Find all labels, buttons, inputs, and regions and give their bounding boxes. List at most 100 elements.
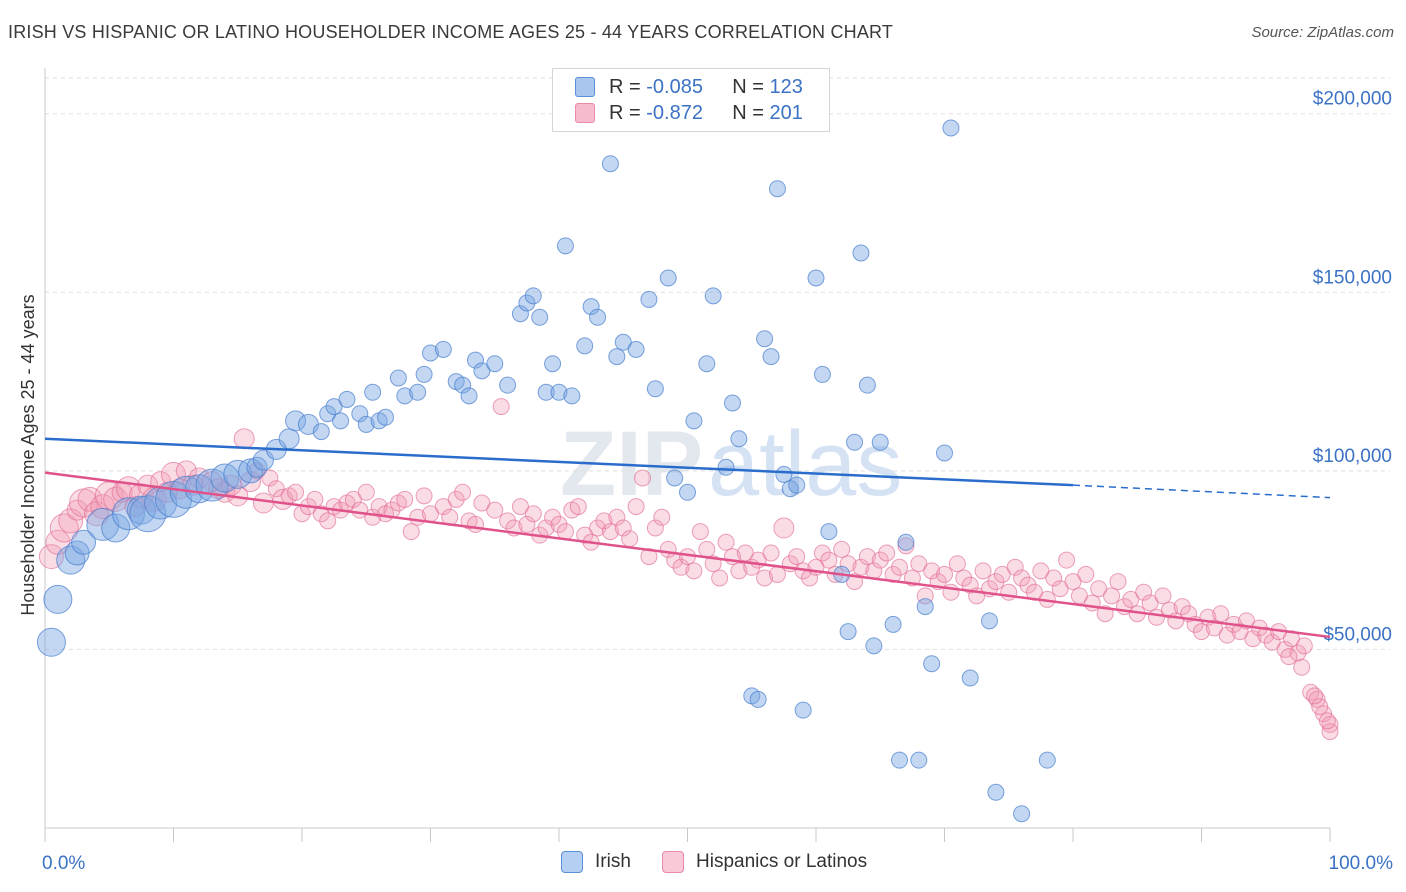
hispanic-point: [1090, 580, 1108, 598]
hispanic-point: [987, 573, 1005, 591]
correlation-legend: R = -0.085 N = 123 R = -0.872 N = 201: [552, 68, 830, 132]
hispanic-point: [66, 499, 88, 521]
irish-point: [511, 305, 529, 323]
irish-point: [723, 394, 741, 412]
hispanic-point: [415, 487, 433, 505]
hispanic-point: [672, 558, 690, 576]
hispanic-point: [77, 486, 103, 512]
hispanic-point: [1045, 569, 1063, 587]
hispanic-point: [550, 515, 568, 533]
hispanic-point: [646, 519, 664, 537]
hispanic-point: [1032, 562, 1050, 580]
irish-point: [871, 433, 889, 451]
irish-point: [704, 287, 722, 305]
irish-point: [589, 308, 607, 326]
hispanic-point: [90, 494, 116, 520]
hispanic-point: [161, 461, 186, 487]
hispanic-point: [267, 480, 285, 498]
irish-point: [531, 308, 549, 326]
irish-point: [129, 495, 167, 533]
hispanic-point: [518, 515, 536, 533]
hispanic-point: [1289, 644, 1307, 662]
irish-point: [422, 344, 439, 362]
hispanic-point: [891, 558, 909, 576]
trend-lines: [44, 437, 1331, 639]
irish-point: [601, 155, 619, 173]
irish-point: [679, 483, 696, 501]
irish-point: [897, 533, 915, 551]
n-value: 201: [769, 101, 803, 124]
hispanic-point: [1154, 587, 1172, 605]
hispanic-point: [1282, 630, 1300, 648]
irish-point: [852, 244, 870, 262]
r-label: R =: [609, 101, 641, 124]
hispanic-point: [1064, 573, 1082, 591]
hispanic-point: [595, 512, 613, 530]
hispanic-point: [1218, 626, 1236, 644]
irish-point: [820, 523, 838, 541]
hispanic-point: [768, 565, 786, 583]
hispanic-point: [1295, 637, 1313, 655]
axes: $50,000 $100,000 $150,000 $200,000 0.0% 100.0…: [42, 68, 1393, 874]
irish-point: [884, 615, 902, 633]
irish-point: [71, 529, 97, 555]
hispanic-point: [756, 569, 774, 587]
irish-point: [627, 340, 645, 358]
irish-point: [377, 408, 395, 426]
legend-item-irish[interactable]: Irish: [561, 851, 631, 873]
data-points: [36, 119, 1339, 823]
irish-point: [364, 383, 382, 401]
hispanic-point: [175, 460, 197, 482]
hispanic-point: [1263, 633, 1281, 651]
hispanic-point: [698, 540, 716, 558]
irish-point: [409, 383, 427, 401]
irish-point: [936, 444, 953, 462]
irish-point: [338, 390, 356, 408]
irish-point: [415, 365, 433, 383]
watermark: ZIP atlas: [560, 413, 902, 515]
hispanic-point: [248, 462, 266, 480]
hispanic-point: [614, 519, 632, 537]
hispanic-point: [1306, 687, 1324, 705]
hispanic-point: [773, 517, 795, 539]
hispanic-point: [839, 555, 857, 573]
hispanic-point: [589, 519, 607, 537]
hispanic-point: [473, 494, 491, 512]
irish-point: [717, 458, 735, 476]
irish-point: [910, 751, 928, 769]
hispanic-point: [1293, 658, 1311, 676]
irish-point: [518, 294, 536, 312]
hispanic-point: [556, 523, 574, 541]
hispanic-point: [287, 483, 305, 501]
hispanic-point: [344, 490, 362, 508]
legend-row-hispanic: R = -0.872 N = 201: [575, 101, 803, 125]
legend-item-hispanic[interactable]: Hispanics or Latinos: [662, 851, 867, 873]
hispanic-point: [576, 526, 594, 544]
irish-point: [987, 783, 1005, 801]
series-irish: [36, 119, 1056, 823]
irish-point: [768, 180, 786, 198]
hispanic-point: [878, 544, 896, 562]
irish-point: [839, 623, 857, 641]
hispanic-point: [1103, 587, 1121, 605]
hispanic-point: [1205, 619, 1223, 637]
hispanic-point: [1231, 623, 1249, 641]
hispanic-point: [524, 505, 542, 523]
hispanic-point: [833, 540, 851, 558]
irish-point: [1013, 805, 1031, 823]
irish-point: [891, 751, 909, 769]
n-value: 123: [769, 75, 803, 98]
hispanic-point: [974, 562, 992, 580]
irish-point: [285, 410, 307, 432]
hispanic-point: [1193, 623, 1210, 641]
hispanic-point: [601, 523, 619, 541]
irish-point: [614, 333, 632, 351]
hispanic-point: [1160, 601, 1178, 619]
hispanic-point: [936, 565, 953, 583]
irish-point: [210, 463, 240, 493]
series-legend: Irish Hispanics or Latinos: [0, 851, 1406, 877]
irish-point: [86, 507, 120, 541]
irish-point: [923, 655, 941, 673]
hispanic-point: [762, 544, 780, 562]
